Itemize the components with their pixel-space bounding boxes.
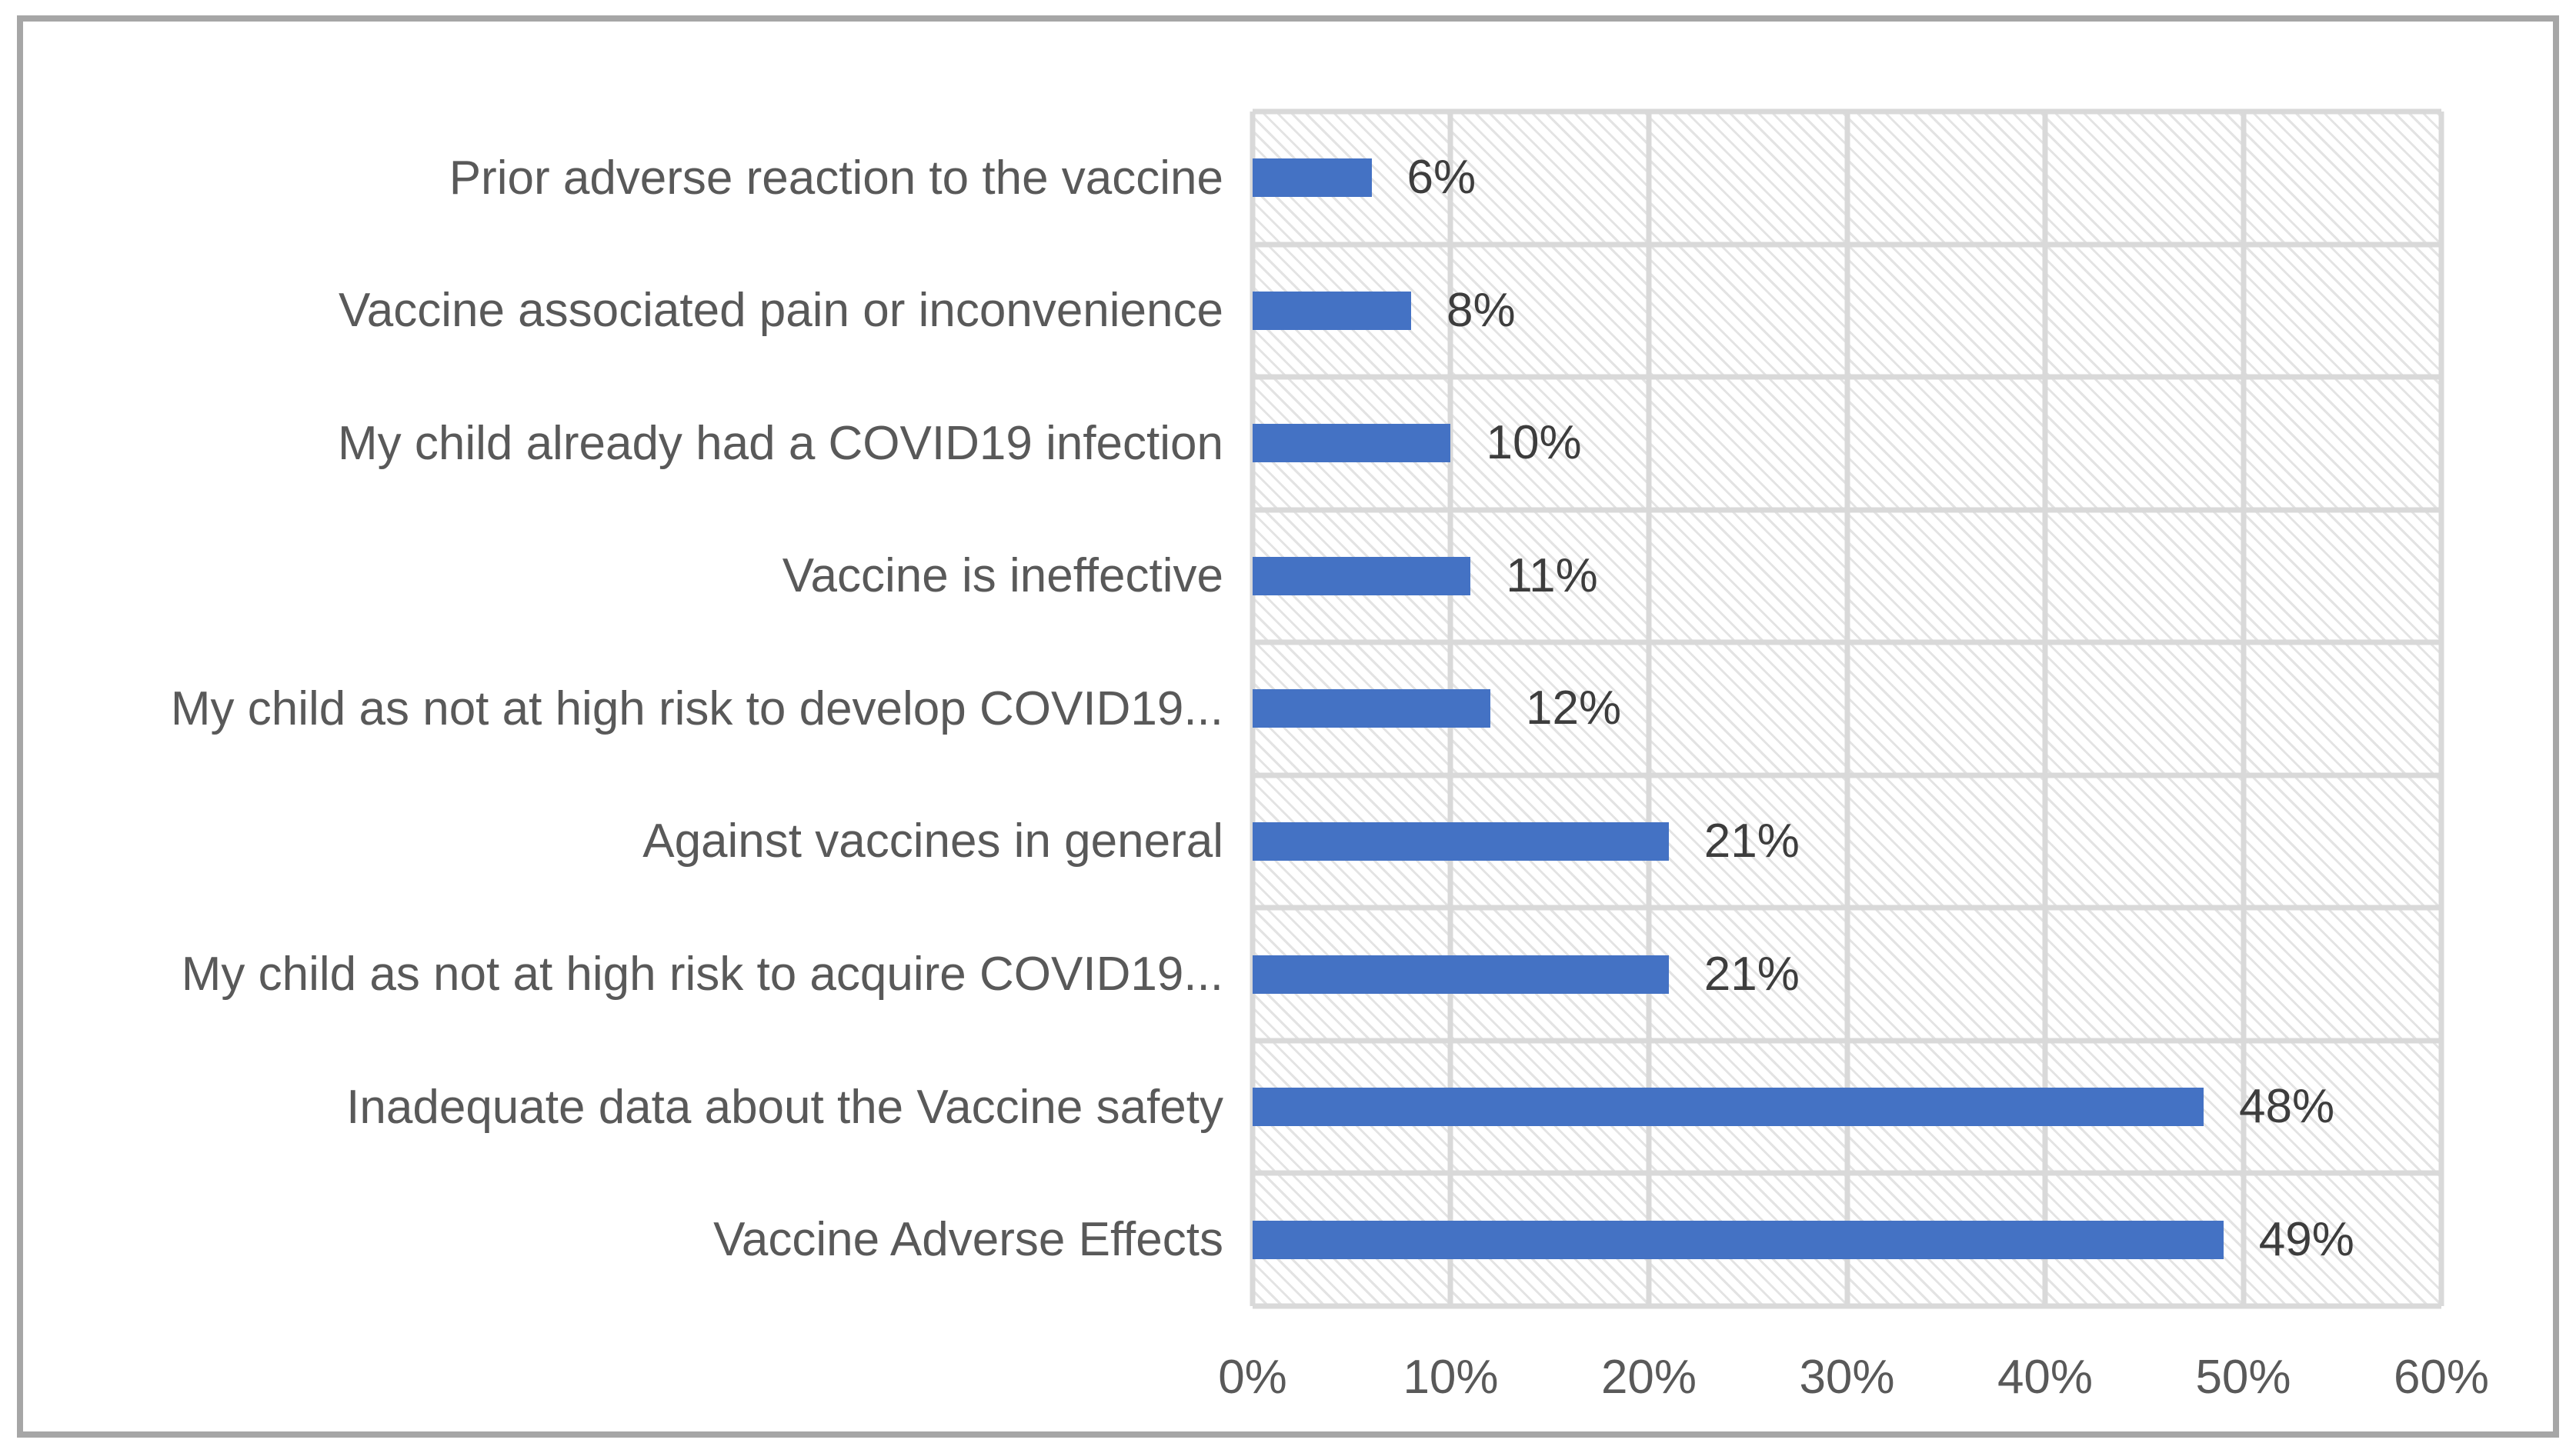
bar bbox=[1253, 1088, 2204, 1127]
bar-value-label: 8% bbox=[1446, 283, 1516, 337]
bar-row: 48% bbox=[1253, 1041, 2441, 1174]
gridline-horizontal bbox=[1253, 1303, 2441, 1309]
gridline-horizontal bbox=[1253, 1038, 2441, 1044]
category-label: Vaccine Adverse Effects bbox=[713, 1213, 1223, 1267]
category-label: Vaccine is ineffective bbox=[782, 549, 1223, 603]
category-axis: Prior adverse reaction to the vaccine Vac… bbox=[62, 112, 1223, 1306]
bar bbox=[1253, 158, 1372, 198]
category-label: My child already had a COVID19 infection bbox=[337, 416, 1223, 470]
chart-border-frame: Prior adverse reaction to the vaccine Vac… bbox=[17, 15, 2559, 1438]
category-label: Against vaccines in general bbox=[642, 815, 1223, 868]
gridline-horizontal bbox=[1253, 1170, 2441, 1176]
plot-area: 6% 8% 10% 11% 12% 21% 21% 48% 49% bbox=[1250, 108, 2444, 1309]
bar-row: 11% bbox=[1253, 510, 2441, 643]
gridline-vertical bbox=[1646, 112, 1652, 1306]
value-axis: 0% 10% 20% 30% 40% 50% 60% bbox=[1218, 1306, 2489, 1429]
gridline-horizontal bbox=[1253, 507, 2441, 513]
gridline-vertical bbox=[1844, 112, 1850, 1306]
category-label: Prior adverse reaction to the vaccine bbox=[449, 151, 1223, 205]
bar bbox=[1253, 955, 1669, 994]
x-tick-label: 50% bbox=[2195, 1351, 2291, 1404]
gridline-horizontal bbox=[1253, 108, 2441, 115]
bar-value-label: 21% bbox=[1703, 947, 1800, 1001]
x-tick-label: 30% bbox=[1799, 1351, 1895, 1404]
bar-value-label: 11% bbox=[1506, 548, 1598, 602]
bar-row: 6% bbox=[1253, 112, 2441, 245]
gridline-horizontal bbox=[1253, 242, 2441, 248]
gridline-horizontal bbox=[1253, 639, 2441, 645]
bar-value-label: 10% bbox=[1486, 416, 1582, 470]
gridline-vertical bbox=[2042, 112, 2048, 1306]
bar-value-label: 12% bbox=[1526, 682, 1622, 735]
bar-row: 12% bbox=[1253, 642, 2441, 775]
gridline-horizontal bbox=[1253, 374, 2441, 380]
x-tick-label: 60% bbox=[2393, 1351, 2490, 1404]
gridline-horizontal bbox=[1253, 905, 2441, 911]
bar-value-label: 49% bbox=[2258, 1212, 2354, 1266]
bar-value-label: 21% bbox=[1703, 815, 1800, 868]
category-label: My child as not at high risk to develop … bbox=[170, 682, 1223, 735]
bar bbox=[1253, 291, 1411, 330]
category-label: Vaccine associated pain or inconvenience bbox=[338, 284, 1223, 338]
bar-row: 8% bbox=[1253, 245, 2441, 378]
bar bbox=[1253, 822, 1669, 861]
gridline-horizontal bbox=[1253, 772, 2441, 778]
bar-value-label: 48% bbox=[2239, 1080, 2335, 1134]
bar bbox=[1253, 689, 1490, 728]
bar bbox=[1253, 424, 1451, 463]
bar-row: 49% bbox=[1253, 1173, 2441, 1306]
x-tick-label: 10% bbox=[1403, 1351, 1499, 1404]
bar bbox=[1253, 556, 1471, 595]
gridline-vertical bbox=[2438, 112, 2444, 1306]
x-tick-label: 40% bbox=[1997, 1351, 2094, 1404]
bar-row: 10% bbox=[1253, 377, 2441, 510]
bar-row: 21% bbox=[1253, 775, 2441, 908]
category-label: Inadequate data about the Vaccine safety bbox=[346, 1080, 1223, 1134]
bar-row: 21% bbox=[1253, 908, 2441, 1041]
bar-value-label: 6% bbox=[1406, 151, 1477, 205]
bar bbox=[1253, 1220, 2224, 1259]
x-tick-label: 0% bbox=[1218, 1351, 1287, 1404]
x-tick-label: 20% bbox=[1600, 1351, 1697, 1404]
gridline-vertical bbox=[2241, 112, 2246, 1306]
category-label: My child as not at high risk to acquire … bbox=[181, 947, 1223, 1001]
